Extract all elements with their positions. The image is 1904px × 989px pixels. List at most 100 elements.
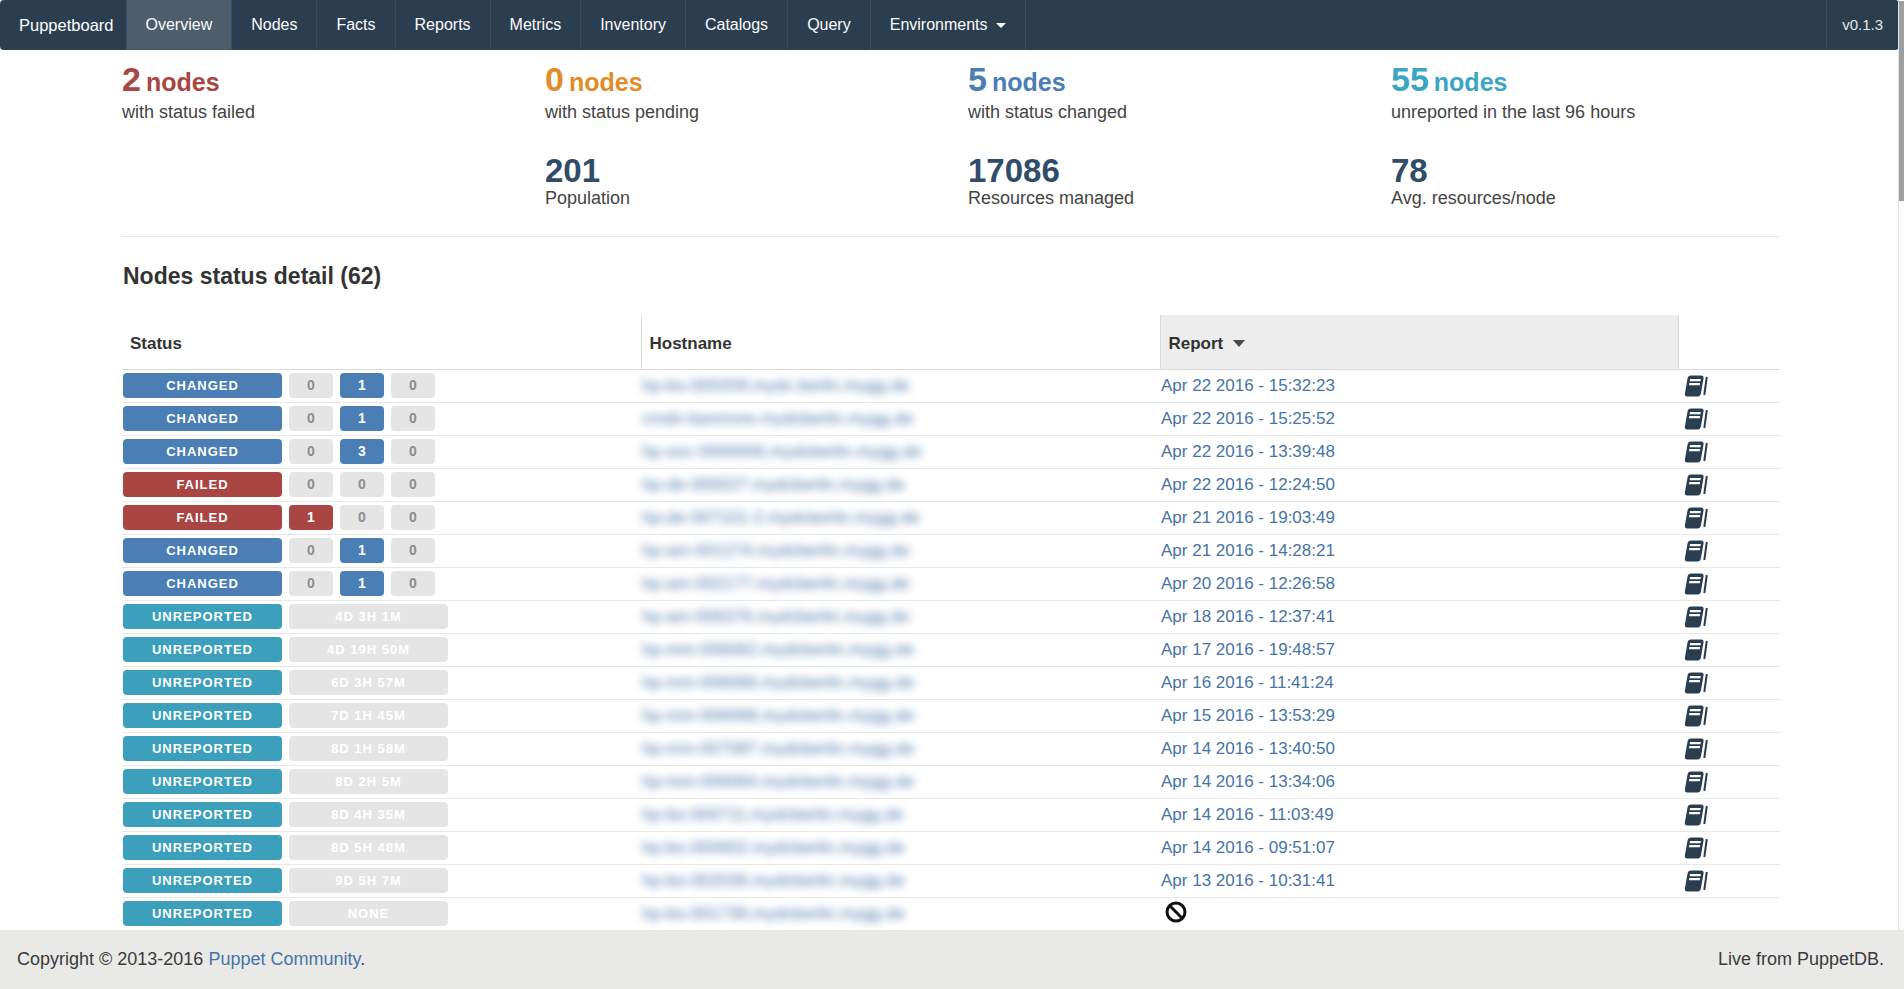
column-header-status[interactable]: Status: [122, 315, 641, 369]
count-badge: 3: [340, 439, 384, 464]
report-date-link[interactable]: Apr 22 2016 - 15:25:52: [1161, 409, 1335, 428]
hostname-link[interactable]: hp-bo-000209.mydc.berlin.mygg.de: [642, 376, 909, 395]
count-badge: 0: [391, 373, 435, 398]
report-book-icon[interactable]: [1682, 604, 1708, 630]
report-book-icon[interactable]: [1682, 505, 1708, 531]
stat-label: unreported in the last 96 hours: [1391, 102, 1814, 122]
report-book-icon[interactable]: [1682, 736, 1708, 762]
report-date-link[interactable]: Apr 17 2016 - 19:48:57: [1161, 640, 1335, 659]
hostname-link[interactable]: hp-am-006376.mydcberlin.mygg.de: [642, 607, 909, 626]
brand-puppetboard[interactable]: Puppetboard: [0, 0, 126, 50]
hostname-link[interactable]: hp-am-002177.mydcberlin.mygg.de: [642, 574, 909, 593]
report-book-icon[interactable]: [1682, 769, 1708, 795]
report-cell: Apr 21 2016 - 19:03:49: [1160, 501, 1678, 534]
status-badge: UNREPORTED: [123, 604, 282, 629]
hostname-cell: hp-mm-006062.mydcberlin.mygg.de: [641, 633, 1160, 666]
puppet-community-link[interactable]: Puppet Community: [208, 949, 360, 969]
report-date-link[interactable]: Apr 14 2016 - 09:51:07: [1161, 838, 1335, 857]
column-header-report[interactable]: Report: [1160, 315, 1678, 369]
report-date-link[interactable]: Apr 15 2016 - 13:53:29: [1161, 706, 1335, 725]
report-icon-cell: [1678, 501, 1780, 534]
nav-item-query[interactable]: Query: [788, 0, 870, 50]
report-book-icon[interactable]: [1682, 802, 1708, 828]
nav-item-catalogs[interactable]: Catalogs: [686, 0, 787, 50]
report-book-icon[interactable]: [1682, 637, 1708, 663]
report-date-link[interactable]: Apr 16 2016 - 11:41:24: [1161, 673, 1334, 692]
unreported-time-badge: 9D 5H 7M: [289, 868, 448, 893]
status-cell: FAILED000: [122, 468, 641, 501]
report-icon-cell: [1678, 765, 1780, 798]
hostname-cell: hp-am-002177.mydcberlin.mygg.de: [641, 567, 1160, 600]
report-icon-cell: [1678, 369, 1780, 402]
nav-item-reports[interactable]: Reports: [396, 0, 490, 50]
scrollbar[interactable]: [1898, 0, 1904, 989]
status-cell: UNREPORTED9D 5H 7M: [122, 864, 641, 897]
hostname-link[interactable]: hp-mm-007087.mydcberlin.mygg.de: [642, 739, 914, 758]
report-date-link[interactable]: Apr 20 2016 - 12:26:58: [1161, 574, 1335, 593]
report-date-link[interactable]: Apr 14 2016 - 11:03:49: [1161, 805, 1334, 824]
hostname-cell: hp-mm-006066.mydcberlin.mygg.de: [641, 666, 1160, 699]
report-date-link[interactable]: Apr 22 2016 - 15:32:23: [1161, 376, 1335, 395]
report-cell: Apr 22 2016 - 12:24:50: [1160, 468, 1678, 501]
status-cell: UNREPORTED4D 19H 50M: [122, 633, 641, 666]
hostname-link[interactable]: hp-bo-002036.mydcberlin.mygg.de: [642, 871, 905, 890]
hostname-link[interactable]: hp-bo-000602.mydcberlin.mygg.de: [642, 838, 905, 857]
hostname-link[interactable]: hp-bo-001736.mydcberlin.mygg.de: [642, 904, 905, 923]
report-book-icon[interactable]: [1682, 406, 1708, 432]
report-date-link[interactable]: Apr 21 2016 - 19:03:49: [1161, 508, 1335, 527]
report-book-icon[interactable]: [1682, 439, 1708, 465]
report-book-icon[interactable]: [1682, 703, 1708, 729]
count-badge: 0: [289, 373, 333, 398]
nav-item-metrics[interactable]: Metrics: [491, 0, 581, 50]
nav-item-nodes[interactable]: Nodes: [232, 0, 316, 50]
nav-item-inventory[interactable]: Inventory: [581, 0, 685, 50]
report-date-link[interactable]: Apr 18 2016 - 12:37:41: [1161, 607, 1335, 626]
count-badge: 1: [340, 571, 384, 596]
report-book-icon[interactable]: [1682, 472, 1708, 498]
column-header-hostname[interactable]: Hostname: [641, 315, 1160, 369]
report-icon-cell: [1678, 435, 1780, 468]
nav-item-facts[interactable]: Facts: [317, 0, 394, 50]
stat-label: with status changed: [968, 102, 1391, 122]
hostname-link[interactable]: hp-am-001274.mydcberlin.mygg.de: [642, 541, 909, 560]
hostname-link[interactable]: hp-soc-0000006.mydcberlin.mygg.de: [642, 442, 922, 461]
report-date-link[interactable]: Apr 21 2016 - 14:28:21: [1161, 541, 1335, 560]
hostname-link[interactable]: cmdn-banmore.mydcberlin.mygg.de: [642, 409, 913, 428]
hostname-link[interactable]: hp-mm-006066.mydcberlin.mygg.de: [642, 673, 914, 692]
status-cell: UNREPORTED8D 2H 5M: [122, 765, 641, 798]
report-date-link[interactable]: Apr 14 2016 - 13:34:06: [1161, 772, 1335, 791]
stats-row: 2nodeswith status failed0nodeswith statu…: [122, 50, 1814, 208]
report-book-icon[interactable]: [1682, 373, 1708, 399]
report-date-link[interactable]: Apr 14 2016 - 13:40:50: [1161, 739, 1335, 758]
report-date-link[interactable]: Apr 13 2016 - 10:31:41: [1161, 871, 1335, 890]
hostname-link[interactable]: hp-mm-006062.mydcberlin.mygg.de: [642, 640, 914, 659]
hostname-cell: hp-mm-007087.mydcberlin.mygg.de: [641, 732, 1160, 765]
hostname-link[interactable]: hp-de-000027.mydcberlin.mygg.de: [642, 475, 905, 494]
report-book-icon[interactable]: [1682, 835, 1708, 861]
stat-value: 2nodes: [122, 59, 545, 102]
hostname-link[interactable]: hp-mm-006064.mydcberlin.mygg.de: [642, 772, 914, 791]
report-book-icon[interactable]: [1682, 868, 1708, 894]
report-book-icon[interactable]: [1682, 670, 1708, 696]
report-book-icon[interactable]: [1682, 538, 1708, 564]
status-badge: UNREPORTED: [123, 703, 282, 728]
nav-item-overview[interactable]: Overview: [127, 0, 232, 50]
section-title: Nodes status detail (62): [123, 261, 381, 291]
scrollbar-thumb[interactable]: [1899, 1, 1904, 201]
report-book-icon[interactable]: [1682, 571, 1708, 597]
report-cell: Apr 22 2016 - 15:32:23: [1160, 369, 1678, 402]
live-from-puppetdb-text: Live from PuppetDB.: [1718, 930, 1884, 989]
unreported-time-badge: 6D 3H 57M: [289, 670, 448, 695]
report-date-link[interactable]: Apr 22 2016 - 12:24:50: [1161, 475, 1335, 494]
chevron-down-icon: [996, 23, 1006, 28]
hostname-link[interactable]: hp-de-007101-2.mydcberlin.mygg.de: [642, 508, 920, 527]
count-badge: 0: [289, 538, 333, 563]
hostname-cell: hp-am-006376.mydcberlin.mygg.de: [641, 600, 1160, 633]
hostname-link[interactable]: hp-bo-000711.mydcberlin.mygg.de: [642, 805, 903, 824]
count-badge: 0: [289, 472, 333, 497]
table-row: CHANGED030hp-soc-0000006.mydcberlin.mygg…: [122, 435, 1780, 468]
status-badge: CHANGED: [123, 406, 282, 431]
report-date-link[interactable]: Apr 22 2016 - 13:39:48: [1161, 442, 1335, 461]
hostname-link[interactable]: hp-mm-006068.mydcberlin.mygg.de: [642, 706, 914, 725]
nav-item-environments[interactable]: Environments: [871, 0, 1025, 50]
